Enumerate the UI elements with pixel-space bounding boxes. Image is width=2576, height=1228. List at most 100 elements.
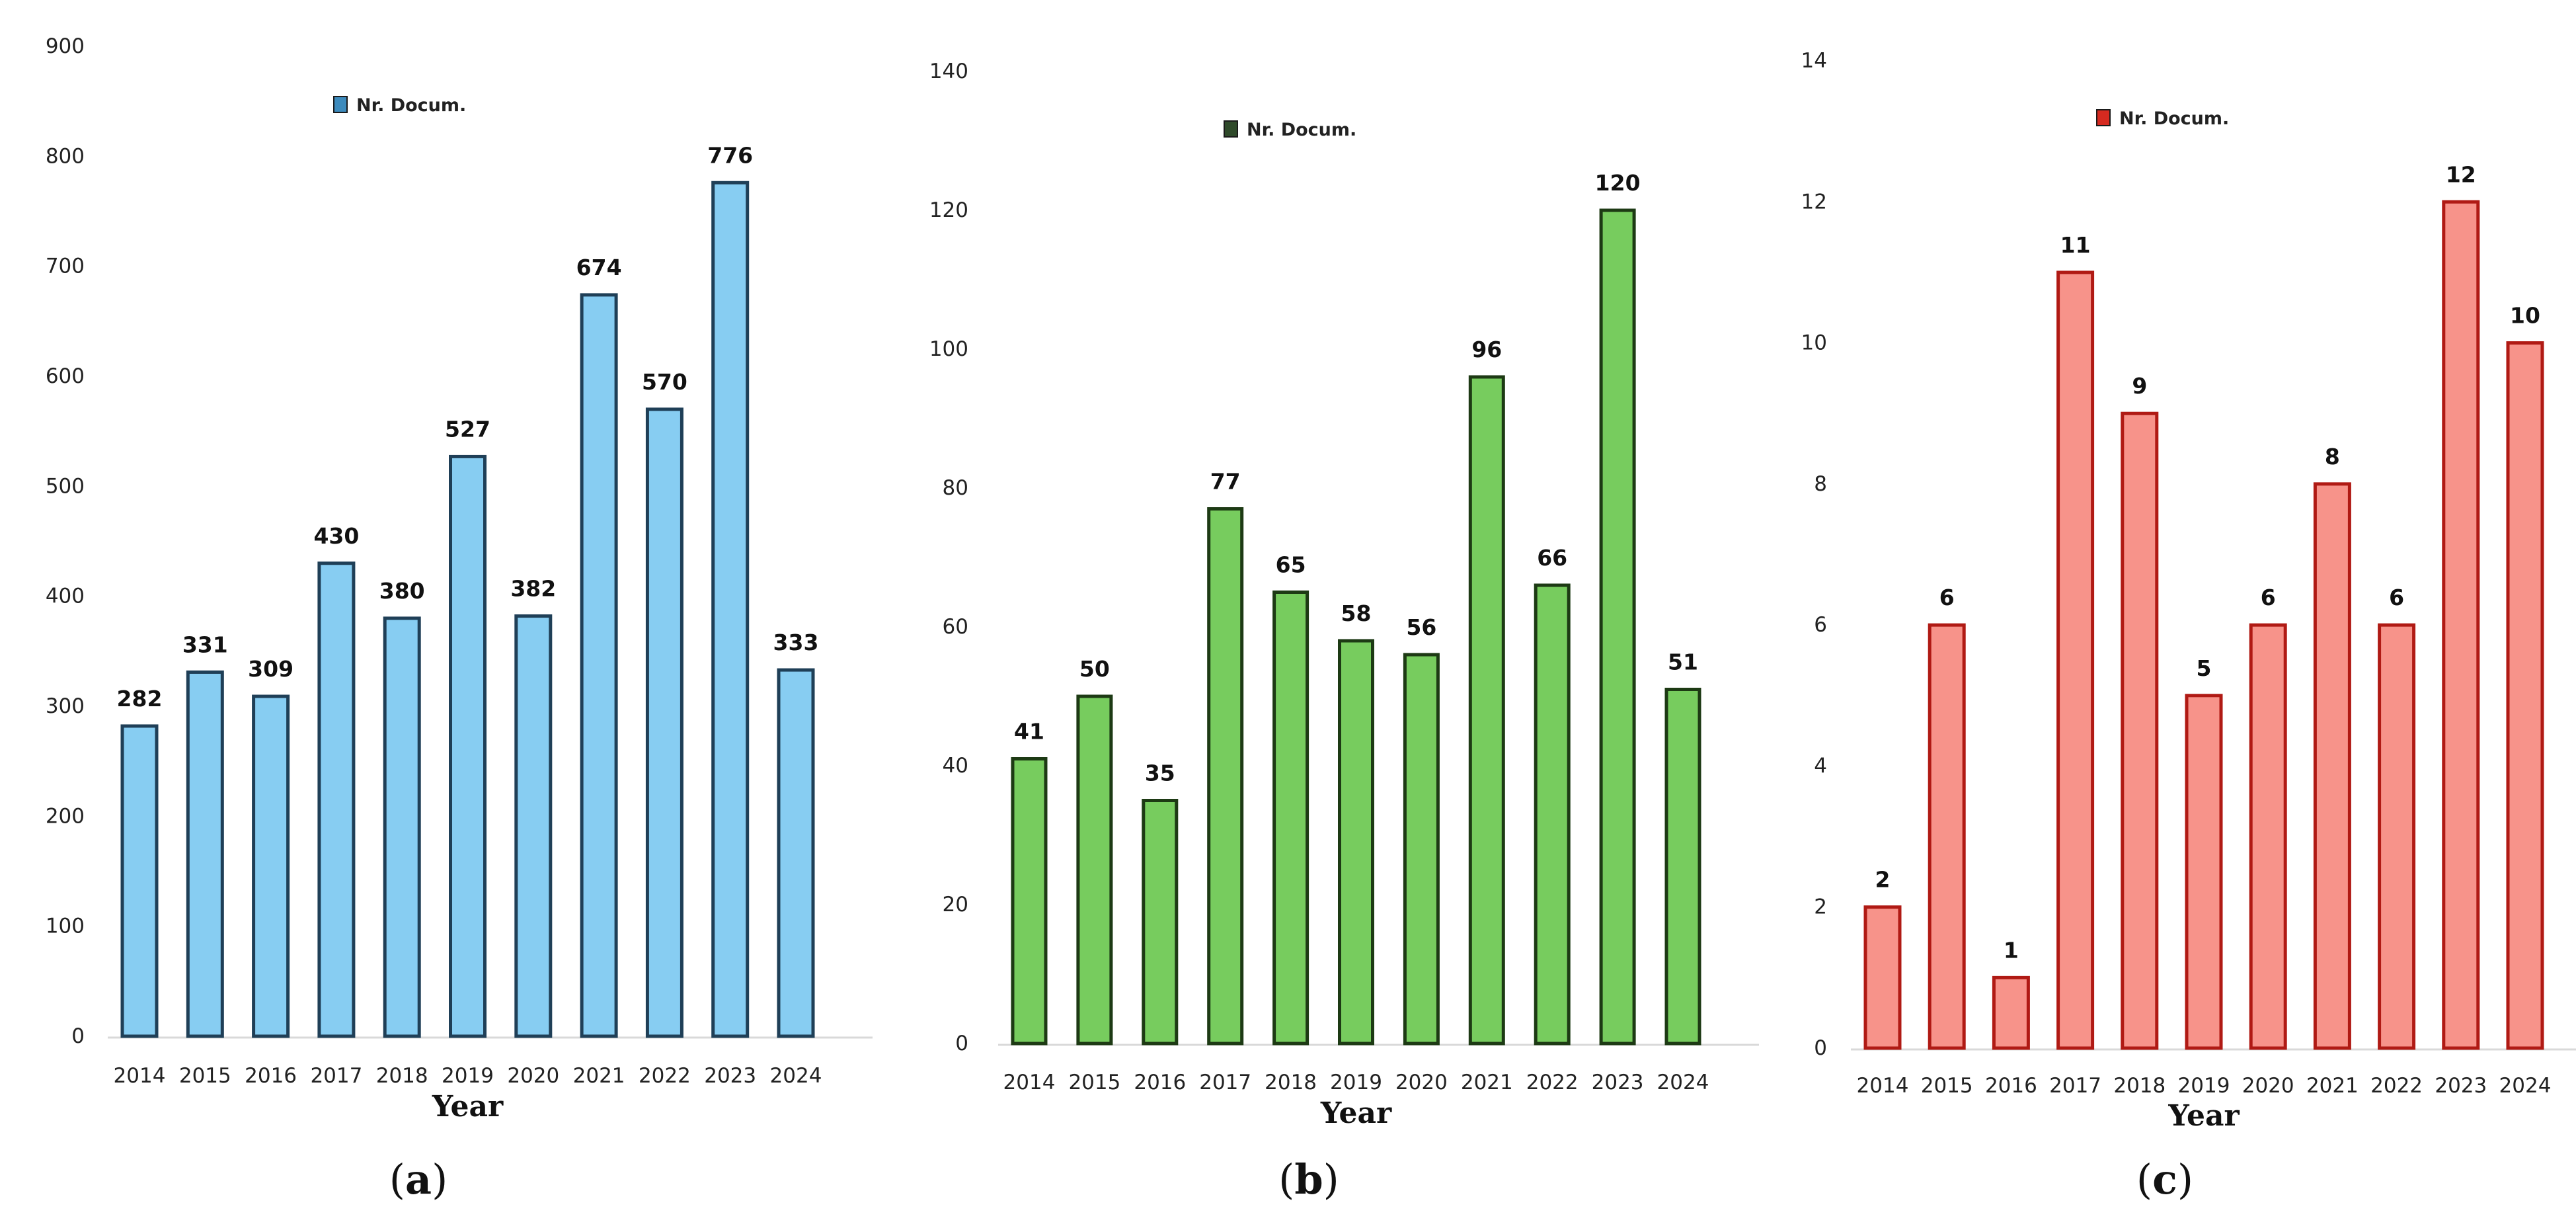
x-tick-label: 2016 [1985,1074,2037,1098]
bar-2016 [252,694,290,1038]
x-tick-label: 2022 [2370,1074,2423,1098]
bar-2015 [1076,694,1113,1045]
y-tick-label: 100 [929,337,968,361]
bar-2017 [317,561,356,1038]
x-tick-label: 2023 [2435,1074,2487,1098]
x-tick-label: 2021 [2306,1074,2359,1098]
y-tick-label: 10 [1801,331,1827,355]
data-label: 331 [182,632,228,657]
x-tick-label: 2022 [1526,1071,1579,1094]
data-label: 77 [1210,469,1241,495]
data-label: 66 [1537,545,1567,571]
data-label: 380 [379,578,425,604]
x-tick-label: 2014 [1857,1074,1909,1098]
bar-2016 [1992,975,2030,1050]
data-label: 41 [1014,719,1044,745]
x-tick-label: 2015 [1068,1071,1120,1094]
bar-2021 [580,293,618,1038]
data-label: 10 [2510,303,2540,329]
x-tick-label: 2020 [1395,1071,1448,1094]
y-tick-label: 0 [955,1032,968,1055]
legend-swatch [1224,120,1238,138]
bar-2019 [449,454,487,1038]
y-tick-label: 40 [943,754,968,778]
data-label: 5 [2197,655,2212,681]
y-tick-label: 20 [943,893,968,917]
x-tick-label: 2023 [704,1064,756,1088]
panel-label: (a) [389,1155,448,1204]
chart-panel-a: 0 100 200 300 400 500 600 700 800 900 282 2014 331 20… [46,34,873,1204]
legend-swatch [2096,109,2111,126]
x-tick-label: 2017 [2049,1074,2101,1098]
data-label: 6 [1939,585,1955,610]
data-label: 96 [1471,337,1502,362]
data-label: 58 [1341,600,1372,626]
data-label: 776 [707,142,753,168]
bar-2023 [1599,208,1636,1045]
bar-2022 [645,407,683,1038]
x-tick-label: 2020 [507,1064,559,1088]
data-label: 1 [2004,937,2019,963]
bar-2018 [1272,591,1309,1045]
x-tick-label: 2015 [179,1064,231,1088]
data-label: 309 [248,656,293,682]
data-label: 51 [1668,649,1698,675]
bar-2018 [383,616,421,1038]
data-label: 674 [576,255,622,280]
data-label: 2 [1875,867,1891,893]
legend-swatch [333,96,348,113]
panel-label: (b) [1278,1155,1339,1204]
bar-2017 [1207,507,1244,1045]
x-tick-label: 2016 [1134,1071,1186,1094]
y-tick-label: 300 [46,694,85,718]
x-tick-label: 2017 [1199,1071,1251,1094]
data-label: 50 [1079,656,1110,682]
x-tick-label: 2022 [639,1064,691,1088]
y-tick-label: 800 [46,144,85,168]
legend: Nr. Docum. [333,95,466,116]
data-label: 527 [445,416,490,442]
y-tick-label: 2 [1814,895,1827,919]
y-tick-label: 14 [1801,49,1827,73]
bar-2022 [1534,583,1571,1045]
y-tick-label: 500 [46,474,85,498]
y-tick-label: 900 [46,34,85,58]
bar-2017 [2056,270,2095,1050]
y-tick-label: 140 [929,60,968,83]
legend: Nr. Docum. [1224,120,1356,140]
x-tick-label: 2015 [1921,1074,1973,1098]
legend-label: Nr. Docum. [356,95,466,116]
x-axis-title: Year [432,1090,504,1124]
bar-2021 [2313,482,2351,1050]
y-tick-label: 4 [1814,754,1827,778]
x-tick-label: 2019 [442,1064,494,1088]
bar-2015 [186,670,224,1038]
bar-2020 [1403,653,1440,1045]
chart-panel-b: 0 20 40 60 80 100 120 140 41 2014 50 2015 35 2016 77 20… [929,60,1759,1204]
y-tick-label: 700 [46,255,85,278]
x-tick-label: 2016 [245,1064,297,1088]
bar-2023 [711,181,750,1038]
bar-2014 [1011,757,1048,1045]
bar-2020 [2249,623,2287,1050]
bar-2022 [2378,623,2416,1050]
y-tick-label: 6 [1814,613,1827,637]
bar-2020 [514,614,553,1038]
y-tick-label: 0 [71,1024,85,1048]
x-tick-label: 2014 [114,1064,166,1088]
bar-2014 [1863,905,1902,1050]
chart-panel-c: 0 2 4 6 8 10 12 14 2 2014 6 2015 1 2016 11 2017 9 2018 5 20… [1801,49,2576,1204]
y-tick-label: 80 [943,476,968,500]
data-label: 6 [2389,585,2404,610]
x-tick-label: 2024 [2499,1074,2552,1098]
bar-2016 [1142,799,1179,1045]
x-tick-label: 2019 [1330,1071,1382,1094]
panel-label: (c) [2136,1155,2193,1204]
data-label: 56 [1406,614,1436,640]
data-label: 333 [773,630,819,655]
legend: Nr. Docum. [2096,108,2229,129]
y-tick-label: 60 [943,615,968,639]
data-label: 120 [1595,170,1641,196]
bar-2019 [2185,694,2223,1050]
